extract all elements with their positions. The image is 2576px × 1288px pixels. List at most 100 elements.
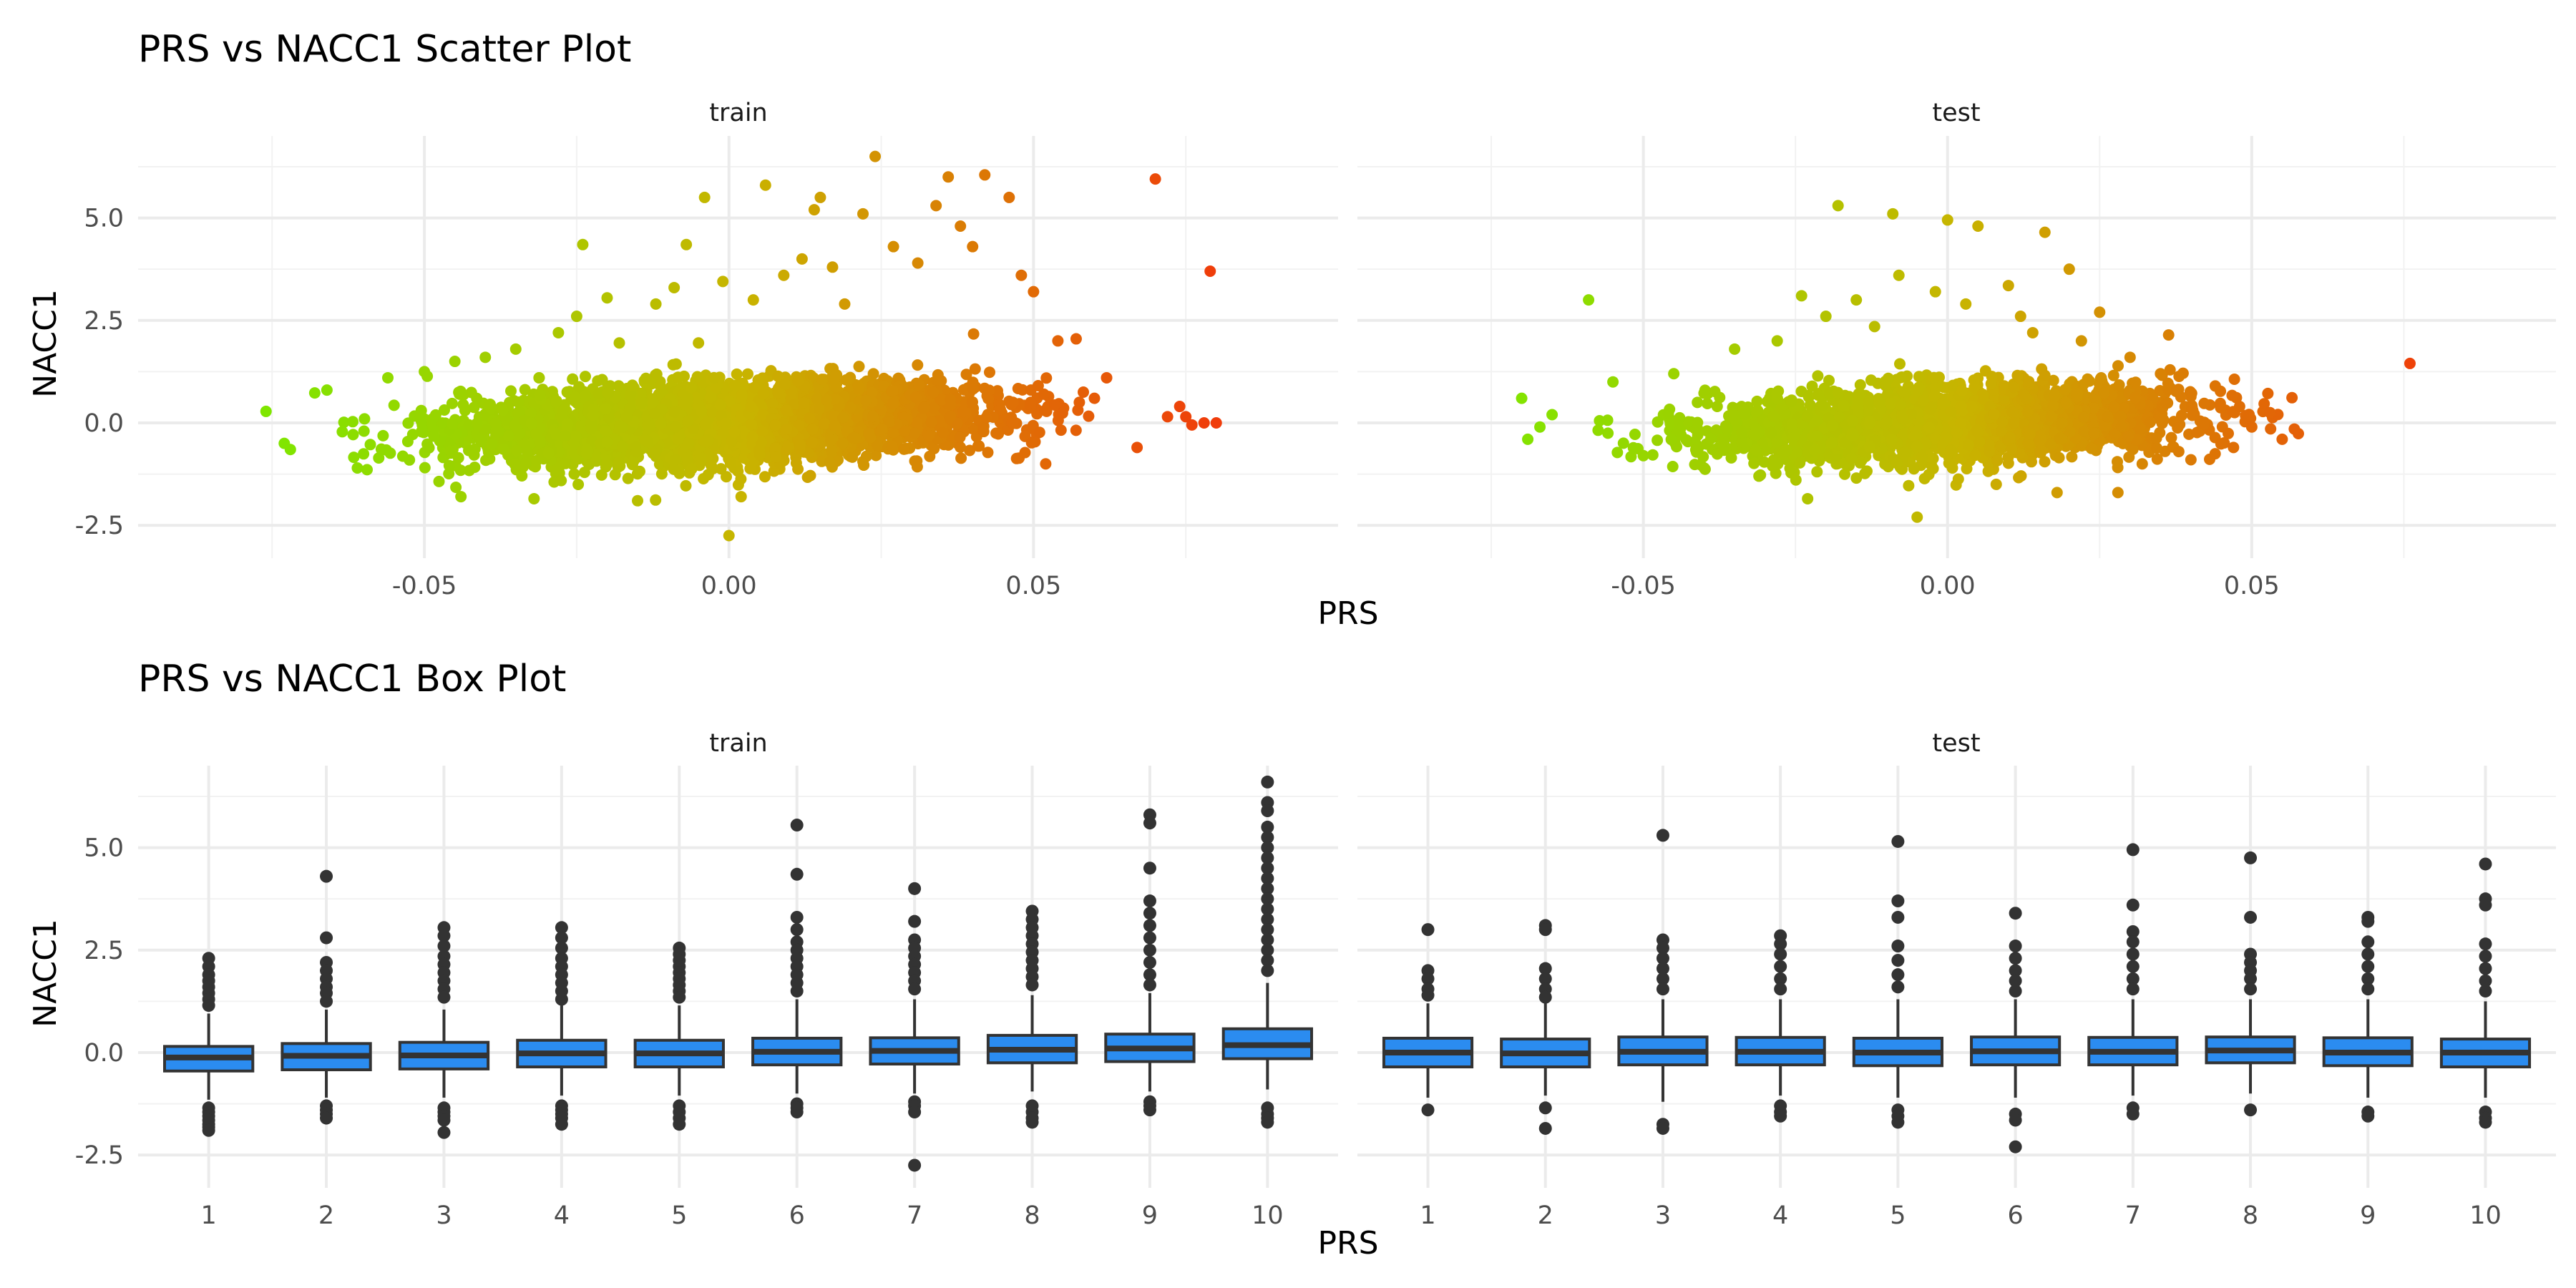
scatter-point [1161,411,1174,423]
scatter-point [671,371,683,384]
scatter-point [375,443,387,455]
scatter-point [560,457,572,469]
scatter-point [696,405,708,417]
scatter-point [682,392,694,404]
scatter-point [790,457,802,469]
scatter-point [857,208,869,220]
scatter-point [321,384,333,396]
scatter-point [465,386,477,399]
scatter-point [728,426,741,438]
scatter-point [649,407,661,419]
scatter-point [347,429,359,441]
scatter-point [649,448,661,459]
scatter-panel-train: -0.05 0.00 0.05-2.50.02.55.0 [75,136,1338,600]
scatter-point [555,474,567,487]
scatter-point [683,437,695,449]
scatter-strip-test: test [1932,99,1980,127]
scatter-point [509,343,522,355]
scatter-point [847,451,859,463]
scatter-point [724,457,736,469]
scatter-point [516,470,528,482]
scatter-point [957,406,970,418]
scatter-point [439,404,450,416]
scatter-point [511,444,522,457]
scatter-point [382,371,394,384]
scatter-panels: -0.05 0.00 0.05-2.50.02.55.0-0.05 0.00 0.05 [75,136,2556,600]
scatter-point [992,428,1004,440]
scatter-point [982,447,994,459]
scatter-point [898,443,910,455]
scatter-point [1055,424,1067,436]
scatter-point [436,417,448,429]
scatter-point [468,449,480,461]
scatter-point [681,452,693,464]
scatter-point [780,404,792,416]
scatter-point [685,381,697,394]
scatter-point [870,449,882,462]
scatter-point [479,351,492,364]
scatter-point [794,439,806,451]
scatter-point [735,473,747,485]
scatter-point [530,428,542,440]
scatter-point [655,418,667,430]
scatter-point [816,374,828,386]
scatter-point [419,366,431,378]
scatter-point [967,383,980,395]
scatter-point [640,372,652,384]
scatter-point [449,356,461,368]
scatter-point [347,416,358,428]
scatter-point [836,437,849,449]
scatter-point [1149,173,1161,185]
scatter-point [869,150,882,162]
scatter-point [490,424,502,436]
scatter-point [909,427,921,439]
scatter-point [361,464,373,476]
scatter-point [955,441,967,453]
scatter-point [624,402,636,414]
scatter-point [826,444,838,456]
scatter-point [519,384,531,396]
scatter-point [736,389,748,401]
scatter-point [912,257,924,269]
scatter-point [260,405,272,417]
scatter-point [562,419,574,431]
scatter-point [852,380,864,391]
scatter-point [814,191,826,203]
scatter-point [471,417,483,429]
scatter-point [911,455,923,467]
scatter-point [759,179,771,191]
scatter-point [1016,384,1028,396]
scatter-point [388,399,400,411]
scatter-point [829,420,841,432]
scatter-point [913,379,925,390]
scatter-point [364,439,376,451]
scatter-x-tick-label: 0.05 [1005,572,1061,600]
scatter-y-tick-label: 5.0 [84,205,124,233]
scatter-point [863,427,875,439]
scatter-point [779,378,791,390]
scatter-point [377,429,389,441]
scatter-point [520,457,532,469]
scatter-point [691,371,703,383]
scatter-point [819,418,830,430]
scatter-point [715,463,727,475]
scatter-point [550,396,562,408]
scatter-point [708,371,720,384]
scatter-point [839,298,851,310]
scatter-point [616,441,628,453]
scatter-point [626,459,638,471]
scatter-point [964,444,976,457]
scatter-y-tick-label: -2.5 [75,512,124,540]
scatter-point [1186,419,1198,431]
scatter-point [1015,269,1028,281]
scatter-point [955,220,967,233]
scatter-point [509,458,521,470]
scatter-strip-train: train [709,99,767,127]
scatter-point [650,298,662,310]
scatter-point [336,426,348,438]
scatter-point [581,444,593,456]
scatter-point [570,311,582,323]
scatter-point [867,368,879,380]
scatter-point [887,385,899,396]
